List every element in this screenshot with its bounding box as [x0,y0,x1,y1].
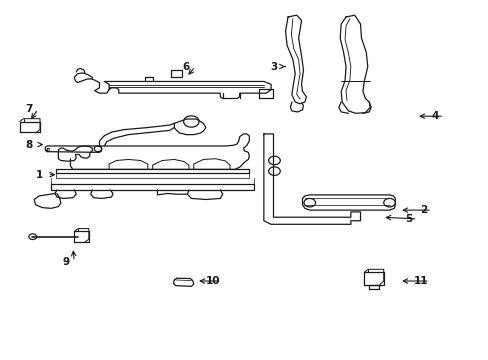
Text: 9: 9 [62,257,69,266]
Text: 2: 2 [419,205,426,215]
Text: 1: 1 [35,170,42,180]
Text: 7: 7 [26,104,33,114]
Text: 8: 8 [26,140,33,149]
Text: 5: 5 [405,214,412,224]
Text: 10: 10 [205,276,220,286]
Text: 6: 6 [183,62,190,72]
Text: 4: 4 [431,111,438,121]
Text: 3: 3 [269,62,277,72]
Text: 11: 11 [413,276,427,286]
